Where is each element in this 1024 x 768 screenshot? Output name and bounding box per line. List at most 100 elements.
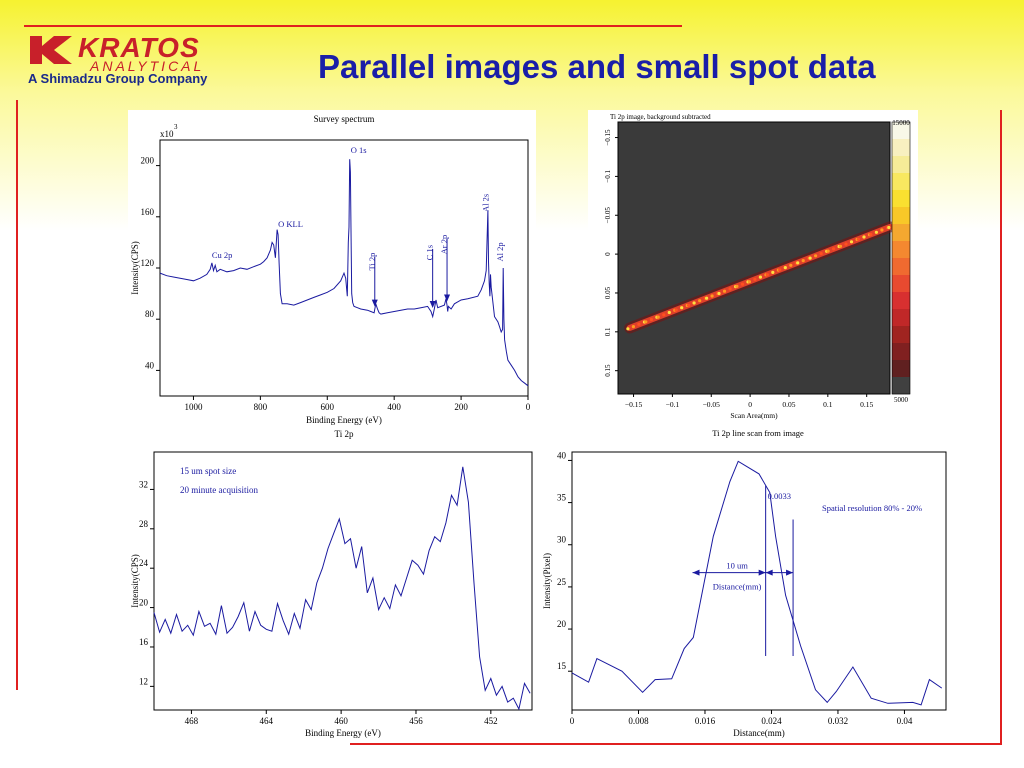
stripe-hotspot: [765, 273, 769, 277]
x-tick-label: 0.008: [628, 716, 649, 726]
peak-label: O KLL: [278, 219, 303, 229]
y-tick-label: 80: [145, 309, 155, 319]
line-scan-panel: 0 0.008 0.016 0.024 0.032 0.04 15 20 25 30 35 40 Dis…: [540, 446, 952, 740]
stripe-hotspot: [880, 228, 884, 232]
resolution-arrow-head: [786, 569, 794, 576]
logo-word: KRATOS: [78, 32, 200, 63]
x-tick-label: 452: [484, 716, 498, 726]
y-tick-label: 16: [139, 637, 149, 647]
ti2p-image-chart: Ti 2p image, background subtracted 15000 5…: [604, 113, 911, 438]
colorbar-swatch: [892, 241, 910, 259]
logo-sub: ANALYTICAL: [90, 58, 205, 74]
x-axis-label: Binding Energy (eV): [306, 415, 382, 425]
survey-spectrum-chart: 1000 800 600 400 200 0 40 80 120 160 200 Survey spe…: [130, 114, 531, 439]
y-tick-label: 25: [557, 577, 567, 587]
x-tick-label: 456: [409, 716, 423, 726]
peak-label: O 1s: [351, 145, 367, 155]
stripe-hotspot: [874, 230, 878, 234]
x-tick-label: 600: [321, 402, 335, 412]
stripe-hotspot: [887, 225, 891, 230]
legend-text: 20 minute acquisition: [180, 485, 258, 495]
stripe-hotspot: [644, 320, 648, 324]
peak-label: Ti 2p: [367, 253, 377, 271]
stripe-hotspot: [783, 266, 787, 270]
stripe-hotspot: [838, 244, 843, 248]
x-tick-label: 460: [334, 716, 348, 726]
y-multiplier-exponent: 3: [174, 123, 178, 131]
y-axis-label: Intensity(Pixel): [542, 553, 552, 609]
stripe-hotspot: [747, 280, 751, 284]
stripe-hotspot: [801, 259, 805, 263]
y-tick-label: 15: [557, 661, 567, 671]
x-tick-label: 0.016: [695, 716, 716, 726]
y-tick-label: 0.05: [604, 286, 612, 299]
y-tick-label: 24: [139, 558, 149, 568]
colorbar-swatch: [892, 292, 910, 310]
x-tick-label: 0: [570, 716, 575, 726]
y-multiplier: x10: [160, 129, 174, 139]
y-tick-label: −0.05: [604, 207, 612, 224]
x-axis-label: Scan Area(mm): [730, 411, 778, 420]
x-tick-label: 0.05: [782, 400, 795, 409]
y-tick-label: 40: [145, 360, 155, 370]
ti2p-image-panel: Ti 2p image, background subtracted 15000 5…: [588, 110, 918, 442]
colorbar-swatch: [892, 309, 910, 327]
stripe-hotspot: [698, 299, 702, 303]
ti2p-spot-panel: 468 464 460 456 452 12 16 20 24 28 32 15 um spot si…: [128, 446, 538, 740]
chart-title: Survey spectrum: [314, 114, 375, 124]
y-tick-label: 28: [139, 519, 149, 529]
image-background: [617, 121, 891, 395]
y-tick-label: 20: [139, 598, 149, 608]
peak-label: Al 2p: [495, 242, 505, 261]
slide-title: Parallel images and small spot data: [318, 48, 876, 85]
x-tick-label: −0.05: [703, 400, 721, 409]
stripe-hotspot: [819, 252, 823, 256]
resolution-arrow-head: [765, 569, 773, 576]
logo-company: A Shimadzu Group Company: [28, 71, 208, 86]
stripe-hotspot: [728, 287, 732, 291]
chart-subtitle: Ti 2p: [335, 429, 354, 439]
stripe-hotspot: [758, 275, 762, 279]
survey-series-line: [159, 159, 529, 387]
colorbar-swatch: [892, 360, 910, 378]
line-scan-series-line: [571, 460, 943, 706]
x-tick-label: 0: [526, 402, 531, 412]
x-tick-label: 200: [454, 402, 468, 412]
colorbar-swatch: [892, 377, 910, 395]
stripe-hotspot: [849, 240, 854, 244]
stripe-hotspot: [692, 301, 696, 305]
colorbar-frame: [891, 121, 911, 395]
stripe-hotspot: [662, 313, 666, 317]
y-tick-label: 12: [139, 676, 148, 686]
y-tick-label: 120: [141, 258, 155, 268]
stripe-hotspot: [649, 317, 653, 322]
stripe-hotspot: [808, 256, 812, 260]
width-arrow-head: [758, 569, 766, 576]
resolution-label: Spatial resolution 80% - 20%: [822, 503, 922, 513]
stripe-hotspot: [740, 282, 745, 286]
y-tick-label: 200: [141, 156, 155, 166]
colorbar-swatch: [892, 190, 910, 208]
plot-frame: [159, 139, 529, 397]
peak-arrow-head: [429, 300, 436, 308]
colorbar-swatch: [892, 275, 910, 293]
x-tick-label: 1000: [184, 402, 203, 412]
x-tick-label: 464: [260, 716, 274, 726]
stripe-hotspot: [735, 284, 739, 288]
stripe-hotspot: [844, 242, 848, 246]
y-tick-label: 30: [557, 535, 567, 545]
colorbar-swatch: [892, 173, 910, 191]
x-tick-label: 0.032: [828, 716, 848, 726]
x-tick-label: −0.1: [666, 400, 680, 409]
stripe-hotspot: [687, 303, 691, 307]
colorbar-swatch: [892, 139, 910, 157]
stripe-hotspot: [826, 249, 830, 253]
ti2p-spot-chart: 468 464 460 456 452 12 16 20 24 28 32 15 um spot si…: [130, 451, 533, 738]
top-accent-line: [24, 25, 682, 27]
resolution-value: 0.0033: [768, 491, 791, 501]
stripe-hotspot: [705, 296, 709, 300]
y-axis-label: Intensity(CPS): [130, 241, 140, 295]
stripe-hotspot: [717, 291, 721, 296]
distance-label: Distance(mm): [713, 582, 762, 592]
peak-arrow-head: [444, 294, 451, 302]
